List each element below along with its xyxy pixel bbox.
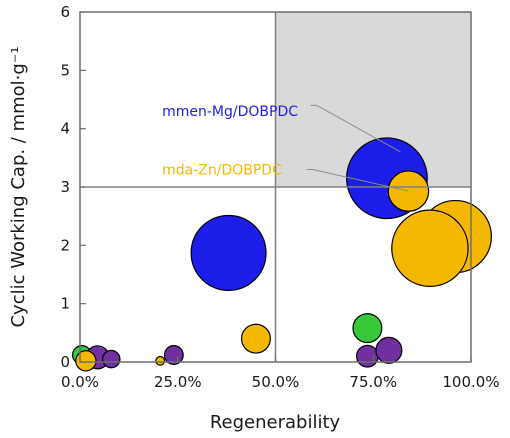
y-tick-label: 1 [60, 295, 70, 313]
annotation-leader-line [310, 104, 401, 153]
x-axis-title: Regenerability [210, 412, 341, 433]
y-tick-label: 3 [60, 178, 70, 196]
y-tick-label: 0 [60, 353, 70, 371]
bubble-purple [355, 344, 379, 368]
bubble-gold [391, 209, 469, 288]
x-tick-label: 50.0% [252, 373, 300, 391]
bubbles-layer [71, 137, 492, 372]
y-tick-label: 5 [60, 61, 70, 79]
ticks-layer: 0.0% 25.0% 50.0% 75.0% 100.0% 0 1 2 3 4 5 6 [60, 3, 499, 391]
annotations-layer: mmen-Mg/DOBPDC mda-Zn/DOBPDC [162, 104, 409, 192]
bubble-gold [240, 323, 271, 354]
annotation-leader-line [306, 169, 409, 192]
y-tick-label: 4 [60, 120, 70, 138]
annotation-label: mmen-Mg/DOBPDC [162, 104, 298, 120]
y-tick-label: 6 [60, 3, 70, 21]
x-tick-label: 75.0% [349, 373, 397, 391]
bubble-blue [190, 214, 267, 291]
annotation-label: mda-Zn/DOBPDC [162, 163, 282, 179]
x-tick-label: 25.0% [154, 373, 202, 391]
y-axis-title: Cyclic Working Cap. / mmol·g⁻¹ [8, 46, 29, 327]
bubble-gold [155, 355, 166, 366]
bubble-purple [102, 349, 121, 369]
bubble-gold [75, 350, 97, 372]
x-tick-label: 0.0% [61, 373, 99, 391]
bubble-purple [375, 336, 403, 364]
y-tick-label: 2 [60, 236, 70, 254]
x-tick-label: 100.0% [442, 373, 499, 391]
bubble-purple [163, 345, 184, 365]
bubble-green [352, 313, 383, 344]
